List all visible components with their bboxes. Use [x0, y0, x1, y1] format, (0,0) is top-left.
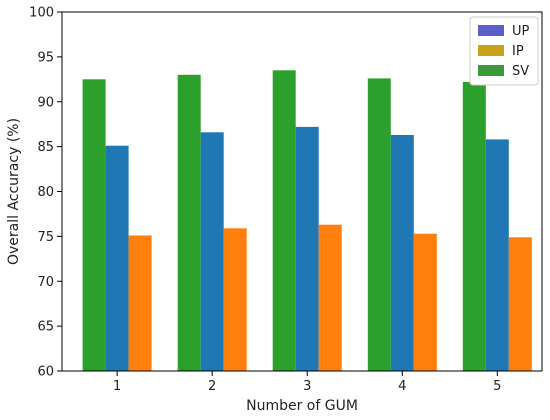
- legend-label-up: UP: [512, 24, 530, 39]
- bar-ip-4: [413, 233, 437, 371]
- x-tick-label: 2: [208, 379, 216, 394]
- legend-label-sv: SV: [512, 64, 529, 79]
- bar-sv-5: [462, 82, 486, 371]
- bar-sv-4: [367, 78, 391, 372]
- x-axis-label: Number of GUM: [246, 398, 358, 414]
- y-tick-label: 80: [37, 185, 54, 200]
- x-tick-label: 1: [113, 379, 121, 394]
- y-tick-label: 85: [37, 140, 54, 155]
- bars-layer: [82, 70, 532, 372]
- y-tick-label: 65: [37, 320, 54, 335]
- bar-sv-1: [82, 79, 106, 372]
- y-axis-ticks: 60 65 70 75 80 85 90 95 100: [29, 6, 62, 380]
- y-tick-label: 100: [29, 6, 54, 21]
- x-tick-label: 5: [493, 379, 501, 394]
- bar-ip-2: [223, 228, 247, 371]
- bar-sv-3: [272, 70, 296, 372]
- y-tick-label: 90: [37, 95, 54, 110]
- bar-ip-5: [508, 237, 532, 371]
- y-tick-label: 60: [37, 365, 54, 380]
- bar-up-3: [295, 126, 319, 372]
- y-tick-label: 95: [37, 50, 54, 65]
- legend-swatch-up: [478, 25, 504, 36]
- x-tick-label: 4: [398, 379, 406, 394]
- bar-up-4: [390, 135, 414, 371]
- bar-sv-2: [177, 74, 201, 372]
- legend-swatch-ip: [478, 45, 504, 56]
- legend-label-ip: IP: [512, 44, 524, 59]
- bar-ip-1: [128, 235, 152, 371]
- bar-up-1: [105, 145, 129, 371]
- bar-up-2: [200, 132, 224, 371]
- x-tick-label: 3: [303, 379, 311, 394]
- bar-ip-3: [318, 224, 342, 371]
- y-tick-label: 75: [37, 230, 54, 245]
- bar-up-5: [485, 139, 509, 371]
- y-tick-label: 70: [37, 275, 54, 290]
- legend-swatch-sv: [478, 65, 504, 76]
- y-axis-label: Overall Accuracy (%): [6, 118, 22, 265]
- x-axis-ticks: 1 2 3 4 5: [113, 371, 501, 394]
- legend: UP IP SV: [469, 16, 539, 86]
